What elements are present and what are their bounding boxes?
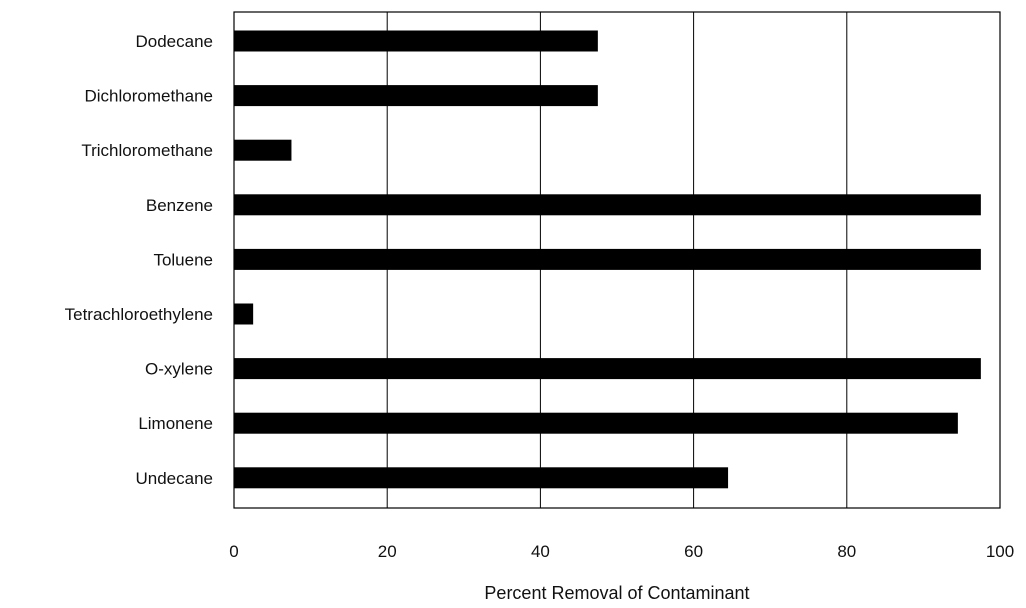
- bar-undecane: [234, 467, 729, 489]
- category-label-dichloromethane: Dichloromethane: [84, 87, 213, 106]
- x-tick-label-0: 0: [229, 542, 238, 561]
- bar-dichloromethane: [234, 85, 598, 107]
- category-label-tetrachloroethylene: Tetrachloroethylene: [65, 305, 213, 324]
- x-tick-label-60: 60: [684, 542, 703, 561]
- x-tick-label-80: 80: [837, 542, 856, 561]
- x-tick-label-20: 20: [378, 542, 397, 561]
- x-axis-title: Percent Removal of Contaminant: [484, 583, 749, 603]
- x-tick-label-40: 40: [531, 542, 550, 561]
- bar-limonene: [234, 412, 958, 434]
- x-tick-label-100: 100: [986, 542, 1014, 561]
- category-label-trichloromethane: Trichloromethane: [81, 141, 213, 160]
- bar-tetrachloroethylene: [234, 303, 254, 325]
- category-label-dodecane: Dodecane: [135, 32, 213, 51]
- bar-dodecane: [234, 30, 598, 52]
- bar-o-xylene: [234, 358, 981, 380]
- category-label-benzene: Benzene: [146, 196, 213, 215]
- bar-series: [234, 30, 981, 489]
- category-label-limonene: Limonene: [138, 414, 213, 433]
- bar-toluene: [234, 248, 981, 270]
- category-labels: Dodecane Dichloromethane Trichloromethane B…: [65, 32, 213, 488]
- x-tick-labels: 0 20 40 60 80 100: [229, 542, 1014, 561]
- bar-benzene: [234, 194, 981, 216]
- bar-trichloromethane: [234, 139, 292, 161]
- category-label-toluene: Toluene: [153, 250, 213, 269]
- plot-frame: [233, 11, 1001, 509]
- category-label-undecane: Undecane: [135, 469, 213, 488]
- category-label-o-xylene: O-xylene: [145, 360, 213, 379]
